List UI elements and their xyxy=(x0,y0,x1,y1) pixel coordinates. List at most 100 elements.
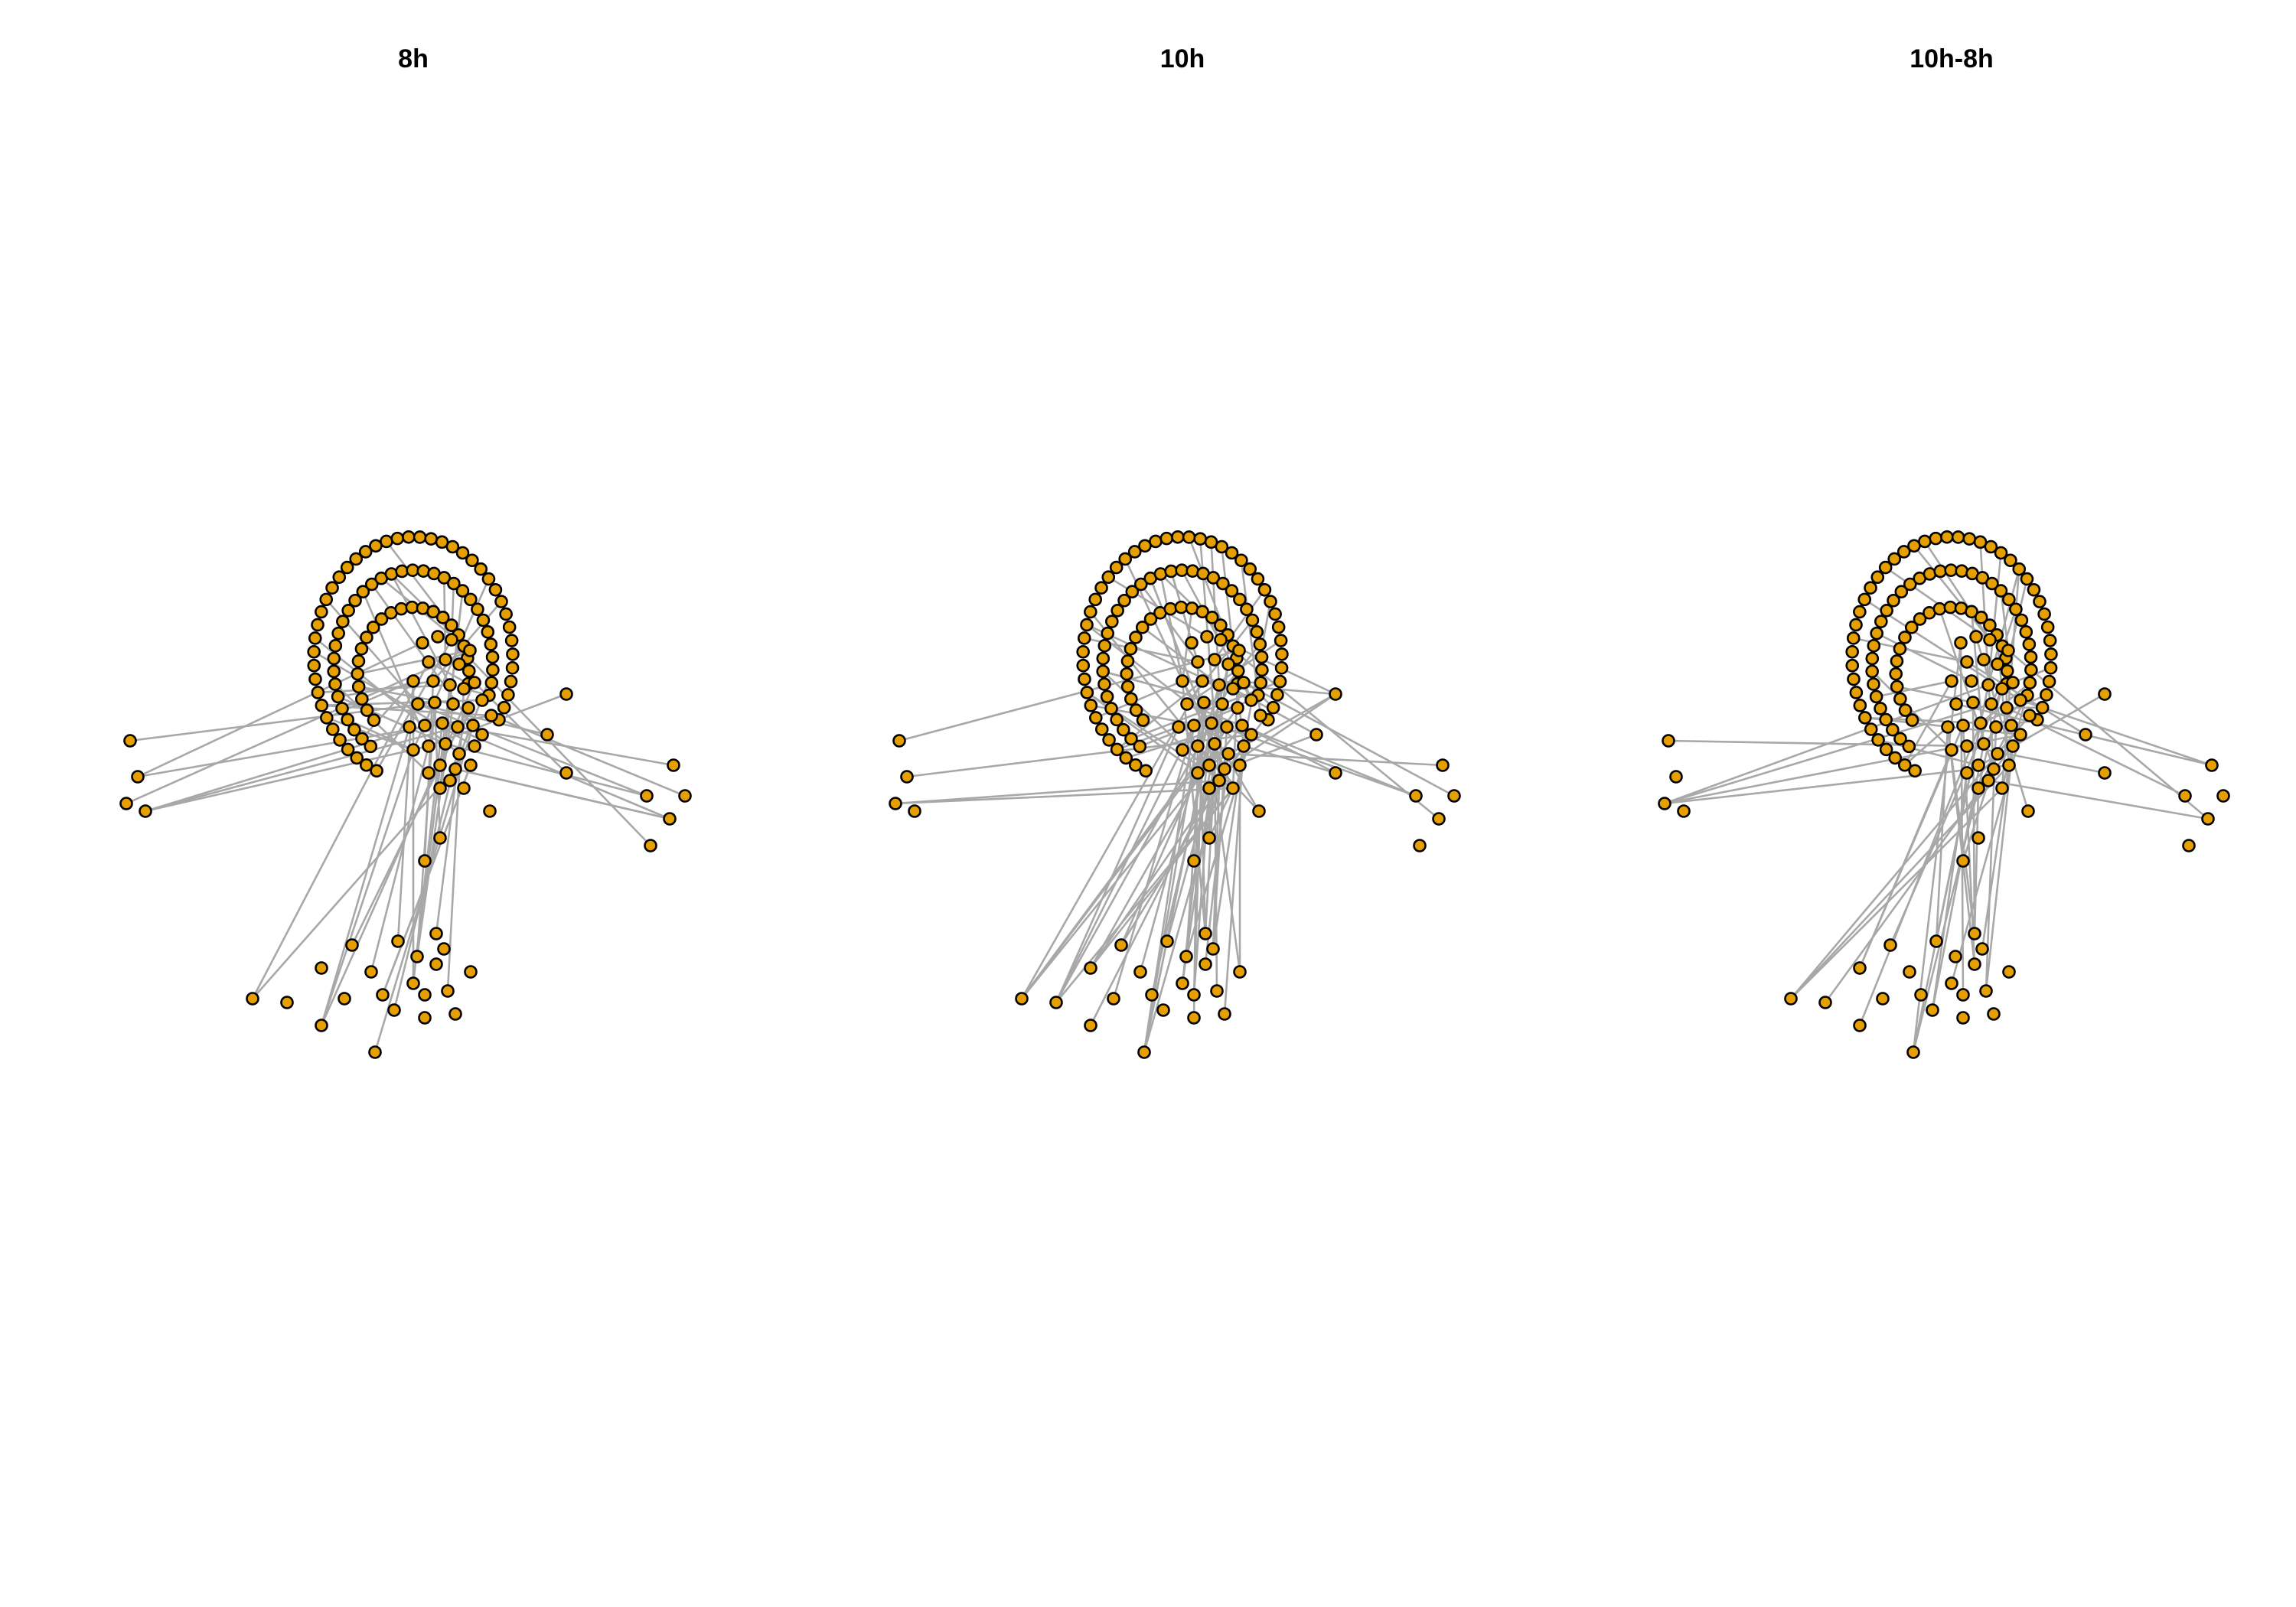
node xyxy=(1893,732,1907,746)
node xyxy=(455,546,470,560)
nodes xyxy=(119,530,692,1059)
node xyxy=(1894,585,1909,599)
node xyxy=(320,711,334,725)
node xyxy=(1956,854,1970,868)
edge xyxy=(895,779,1220,805)
node xyxy=(308,631,322,645)
node xyxy=(445,633,458,647)
node xyxy=(494,595,508,608)
node xyxy=(1136,713,1150,727)
node xyxy=(439,653,452,667)
node xyxy=(1197,696,1211,709)
node xyxy=(1926,1003,1939,1017)
node xyxy=(2040,688,2053,702)
node xyxy=(1076,658,1091,673)
edge xyxy=(1186,702,1417,797)
node xyxy=(1409,789,1423,803)
node xyxy=(1784,992,1798,1006)
node xyxy=(1865,651,1880,666)
node xyxy=(2027,582,2041,597)
node xyxy=(341,742,355,757)
node xyxy=(311,686,325,699)
node xyxy=(1273,674,1287,689)
node xyxy=(1235,719,1249,732)
edge xyxy=(899,649,1240,742)
panel-title: 10h xyxy=(1159,44,1205,73)
node xyxy=(1849,686,1864,699)
node xyxy=(380,534,393,549)
node xyxy=(1176,743,1189,757)
node xyxy=(1913,612,1927,626)
node xyxy=(481,625,495,639)
node xyxy=(406,674,420,688)
edge xyxy=(1192,644,1261,726)
node xyxy=(461,701,475,715)
node xyxy=(1096,651,1110,666)
node xyxy=(452,747,466,761)
node xyxy=(360,703,374,717)
edge xyxy=(1923,540,1991,641)
node xyxy=(502,620,517,634)
node xyxy=(2021,804,2035,818)
node xyxy=(1965,605,1978,619)
node xyxy=(1233,592,1247,607)
node xyxy=(445,618,458,632)
node xyxy=(1981,774,1995,787)
node xyxy=(1124,642,1138,656)
node xyxy=(405,600,419,614)
node xyxy=(889,797,902,810)
node xyxy=(1149,534,1163,549)
node xyxy=(476,613,491,627)
node xyxy=(2033,595,2047,608)
node xyxy=(331,626,345,641)
edge xyxy=(1055,726,1180,1003)
node xyxy=(1231,663,1245,678)
node xyxy=(443,774,457,787)
node xyxy=(359,758,373,772)
node xyxy=(483,804,497,818)
node xyxy=(1187,854,1201,868)
node xyxy=(1270,688,1284,702)
node xyxy=(1214,633,1228,647)
node xyxy=(2043,634,2057,647)
node xyxy=(1987,1007,2001,1021)
node xyxy=(1413,839,1427,852)
edge xyxy=(2000,590,2010,651)
node xyxy=(1218,1007,1231,1021)
node xyxy=(1127,545,1142,559)
node xyxy=(559,766,573,780)
node xyxy=(1985,576,1999,591)
edge xyxy=(428,660,469,685)
node xyxy=(475,728,489,742)
node xyxy=(1268,607,1282,621)
node xyxy=(327,664,341,679)
node xyxy=(1981,678,1995,692)
node xyxy=(457,781,471,795)
node xyxy=(1237,739,1251,753)
node xyxy=(2014,613,2029,627)
node xyxy=(1658,797,1671,810)
node xyxy=(402,530,416,544)
node xyxy=(1206,571,1221,585)
node xyxy=(349,552,364,566)
edge xyxy=(1664,764,2010,805)
node xyxy=(1125,585,1140,599)
node xyxy=(1987,762,2001,776)
node xyxy=(1918,534,1932,549)
node xyxy=(464,592,478,607)
node xyxy=(1210,984,1224,998)
node xyxy=(1887,593,1900,608)
edge xyxy=(1912,642,1962,1053)
node xyxy=(327,651,341,666)
node xyxy=(1191,739,1205,753)
node xyxy=(1128,758,1143,772)
node xyxy=(1240,602,1254,617)
node xyxy=(358,545,373,559)
node xyxy=(351,680,366,694)
node xyxy=(411,697,425,711)
node xyxy=(1878,560,1893,575)
node xyxy=(1244,728,1258,742)
node xyxy=(1191,655,1205,669)
node xyxy=(1088,592,1103,607)
edge xyxy=(251,661,430,999)
